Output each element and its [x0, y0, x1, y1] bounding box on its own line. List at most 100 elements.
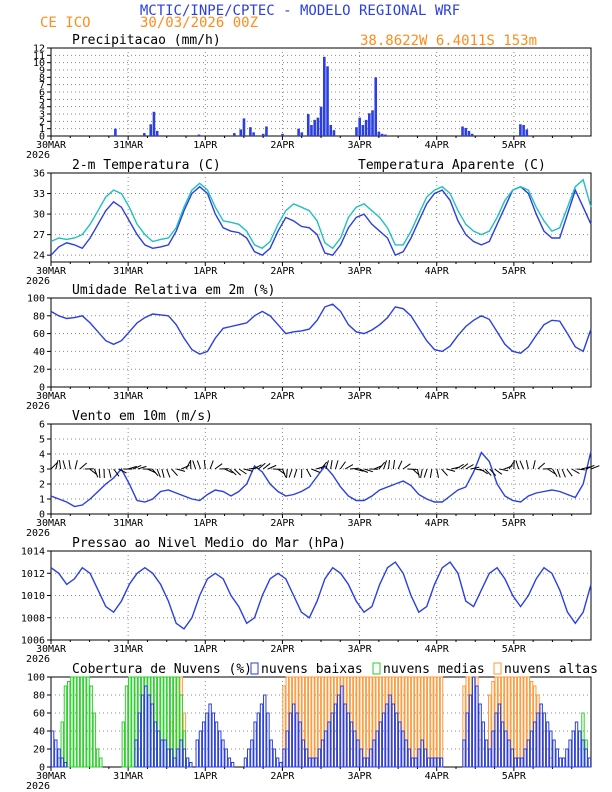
temp-xtick-label: 1APR [193, 266, 218, 277]
clouds-title: Cobertura de Nuvens (%) [72, 662, 252, 677]
cloud-bar-nuvens-baixas [491, 730, 495, 768]
wind-series-line [50, 450, 592, 508]
wind-arrow [293, 468, 298, 478]
wind-arrow [192, 460, 197, 470]
precip-bar [300, 132, 304, 136]
cloud-bar-nuvens-baixas [230, 762, 235, 768]
temp-series-line [50, 178, 592, 250]
precip-bar [374, 77, 378, 136]
cloud-legend-swatch [250, 662, 259, 675]
precip-bar [461, 126, 464, 136]
temp-xtick-label: 3APR [348, 266, 373, 277]
cloud-bar-nuvens-altas [426, 676, 431, 768]
cloud-bar-nuvens-baixas [327, 721, 331, 768]
clouds-xtick-label: 31MAR [113, 771, 144, 782]
wind-ytick-label: 6 [39, 420, 45, 431]
wind-arrow [364, 468, 374, 473]
wind-xtick-label: 2APR [270, 518, 295, 529]
wind-arrow [288, 468, 293, 478]
cloud-bar-nuvens-baixas [272, 748, 277, 768]
wind-ytick-label: 3 [39, 465, 45, 476]
cloud-bar-nuvens-baixas [291, 703, 296, 768]
cloud-bar-nuvens-baixas [140, 694, 145, 768]
cloud-bar-nuvens-baixas [581, 739, 585, 768]
cloud-bar-nuvens-baixas [195, 739, 199, 768]
header-coords: 38.8622W 6.4011S 153m [360, 33, 537, 49]
wind-arrow [460, 463, 469, 470]
rh-ytick-label: 60 [33, 329, 45, 340]
cloud-bar-nuvens-baixas [269, 739, 273, 768]
cloud-bar-nuvens-baixas [295, 712, 299, 768]
clouds-ytick-label: 80 [33, 691, 45, 702]
wind-arrow [137, 465, 147, 470]
precip-bar [384, 134, 387, 136]
pres-xtick-label: 4APR [425, 644, 450, 655]
precip-bar [242, 118, 246, 136]
cloud-bar-nuvens-baixas [54, 739, 58, 768]
precip-bar [306, 114, 310, 136]
cloud-bar-nuvens-baixas [439, 757, 444, 768]
clouds-xtick-label: 4APR [425, 771, 450, 782]
cloud-bar-nuvens-baixas [317, 748, 322, 768]
precip-year-label: 2026 [26, 150, 50, 161]
cloud-bar-nuvens-altas [513, 676, 518, 768]
wind-arrow [258, 462, 266, 470]
clouds-ytick-label: 100 [27, 673, 45, 684]
cloud-bar-nuvens-baixas [346, 712, 351, 768]
header-run: 30/03/2026 00Z [140, 15, 258, 31]
cloud-bar-nuvens-baixas [430, 757, 434, 768]
wind-arrow [420, 468, 423, 478]
cloud-bar-nuvens-baixas [561, 757, 566, 768]
wind-arrow [397, 460, 403, 470]
cloud-bar-nuvens-medias [121, 721, 126, 768]
cloud-bar-nuvens-baixas [481, 721, 486, 768]
cloud-bar-nuvens-baixas [513, 757, 518, 768]
cloud-bar-nuvens-baixas [381, 712, 386, 768]
precip-bar [319, 106, 323, 136]
cloud-bar-nuvens-baixas [378, 721, 383, 768]
wind-arrow [118, 468, 127, 474]
cloud-bar-nuvens-baixas [259, 703, 264, 768]
cloud-bar-nuvens-medias [63, 685, 68, 768]
cloud-bar-nuvens-baixas [555, 748, 559, 768]
cloud-bar-nuvens-baixas [504, 730, 508, 768]
cloud-bar-nuvens-baixas [420, 739, 424, 768]
cloud-bar-nuvens-baixas [549, 730, 553, 768]
precip-bar [265, 126, 268, 136]
cloud-bar-nuvens-baixas [471, 676, 476, 768]
temp-xtick-label: 5APR [502, 266, 527, 277]
rh-xtick-label: 2APR [270, 391, 295, 402]
precip-bar [313, 119, 316, 136]
precip-bar [152, 111, 156, 136]
wind-arrow [585, 464, 595, 470]
wind-arrow [243, 468, 253, 472]
cloud-bar-nuvens-baixas [57, 748, 61, 768]
cloud-bar-nuvens-baixas [166, 748, 171, 768]
wind-arrow [349, 467, 359, 470]
cloud-bar-nuvens-medias [86, 676, 90, 768]
cloud-bar-nuvens-altas [433, 676, 437, 768]
cloud-bar-nuvens-baixas [211, 712, 216, 768]
wind-arrow [354, 468, 364, 472]
precip-xtick-label: 1APR [193, 140, 218, 151]
rh-frame [50, 297, 592, 388]
temp-xtick-label: 2APR [270, 266, 295, 277]
cloud-bar-nuvens-baixas [414, 757, 418, 768]
cloud-bar-nuvens-baixas [565, 748, 569, 768]
cloud-legend-label: nuvens altas [504, 662, 598, 677]
cloud-bar-nuvens-altas [362, 676, 367, 768]
wind-arrow [68, 460, 71, 470]
cloud-bar-nuvens-baixas [398, 721, 402, 768]
wind-arrow [446, 468, 456, 472]
cloud-legend-swatch [372, 662, 381, 675]
header-title: MCTIC/INPE/CPTEC - MODELO REGIONAL WRF [140, 3, 460, 19]
wind-arrow [156, 468, 161, 478]
cloud-bar-nuvens-baixas [275, 757, 280, 768]
wind-arrow [98, 468, 101, 479]
wind-arrow [233, 468, 242, 476]
precip-bar [470, 133, 474, 136]
precip-xtick-label: 3APR [348, 140, 373, 151]
wind-arrow [224, 468, 233, 474]
cloud-bar-nuvens-baixas [343, 703, 347, 768]
